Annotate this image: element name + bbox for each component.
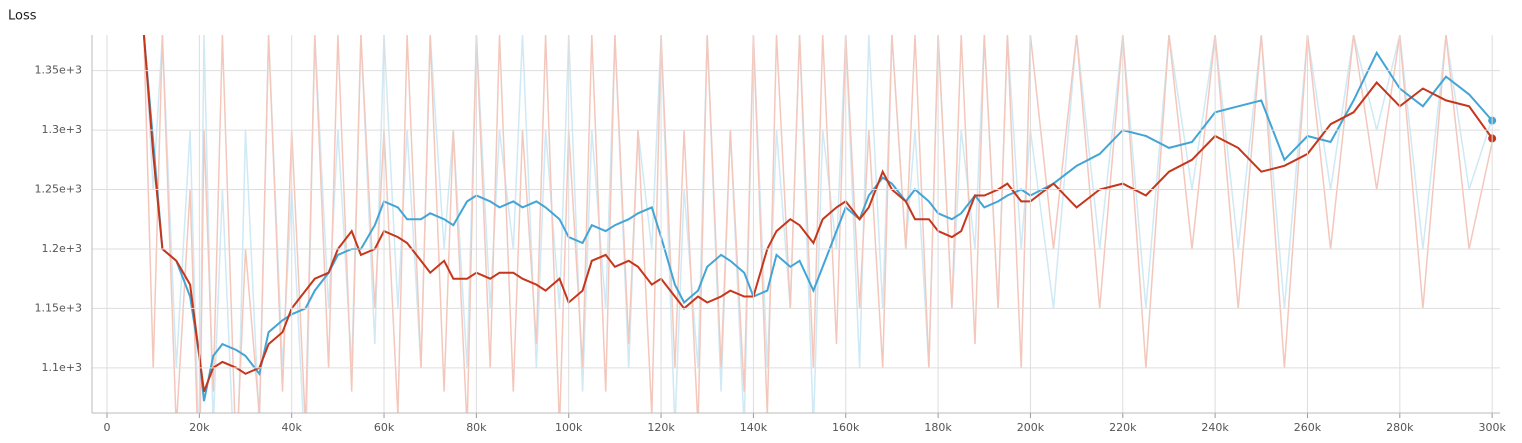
x-tick-label: 120k (647, 421, 675, 434)
raw-line (143, 35, 1493, 413)
x-tick-label: 140k (740, 421, 768, 434)
smoothed-line (142, 35, 1494, 392)
x-tick-label: 40k (282, 421, 303, 434)
plot-area (142, 35, 1497, 413)
chart-title: Loss (8, 9, 37, 24)
x-tick-label: 0 (104, 421, 111, 434)
x-tick-label: 240k (1201, 421, 1229, 434)
y-tick-label: 1.1e+3 (42, 361, 82, 374)
x-tick-label: 80k (466, 421, 487, 434)
x-tick-label: 300k (1478, 421, 1506, 434)
x-tick-label: 20k (189, 421, 210, 434)
x-tick-label: 260k (1294, 421, 1322, 434)
x-tick-label: 180k (924, 421, 952, 434)
y-tick-label: 1.3e+3 (42, 123, 82, 136)
x-tick-label: 160k (832, 421, 860, 434)
y-tick-label: 1.2e+3 (42, 242, 82, 255)
x-tick-label: 200k (1017, 421, 1045, 434)
smoothed-line (142, 35, 1493, 402)
x-tick-label: 60k (374, 421, 395, 434)
y-tick-label: 1.15e+3 (35, 301, 82, 314)
x-tick-label: 220k (1109, 421, 1137, 434)
y-tick-label: 1.25e+3 (35, 183, 82, 196)
x-tick-label: 100k (555, 421, 583, 434)
x-tick-label: 280k (1386, 421, 1414, 434)
y-tick-label: 1.35e+3 (35, 64, 82, 77)
